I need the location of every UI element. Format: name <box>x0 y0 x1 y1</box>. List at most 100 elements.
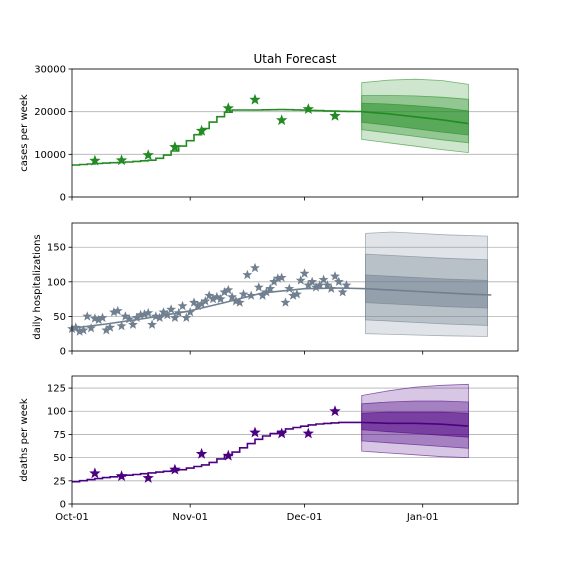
observed-point <box>238 289 249 299</box>
y-tick-label: 75 <box>53 430 66 441</box>
observed-point <box>261 287 272 297</box>
observed-point <box>177 300 188 311</box>
forecast-band-50 <box>361 411 469 438</box>
observed-point <box>105 322 116 332</box>
observed-point <box>276 427 288 439</box>
panel-2: 0 50 100 150 daily hospitalizations <box>32 222 519 358</box>
observed-point <box>143 307 154 318</box>
y-tick-label: 0 <box>60 193 66 204</box>
observed-point <box>142 472 154 483</box>
observed-point <box>93 314 104 325</box>
axes-frame <box>71 68 519 198</box>
observed-point <box>223 284 234 295</box>
observed-point <box>135 309 146 320</box>
x-tick-label: Dec-01 <box>287 512 323 523</box>
observed-point <box>322 280 333 290</box>
forecast-median-line <box>361 421 469 427</box>
observed-point <box>101 325 112 335</box>
observed-point <box>82 311 93 321</box>
figure-title: Utah Forecast <box>253 52 336 66</box>
axes-frame <box>71 375 519 505</box>
observed-point <box>128 319 138 329</box>
observed-point <box>189 297 199 307</box>
observed-point <box>142 149 154 160</box>
observed-point <box>70 322 81 332</box>
forecast-median-line <box>361 110 469 125</box>
observed-point <box>307 276 318 286</box>
y-tick-label: 125 <box>47 384 66 395</box>
observed-point <box>272 273 283 283</box>
y-tick-label: 150 <box>47 243 66 254</box>
y-axis-label: cases per week <box>19 94 30 172</box>
y-tick-label: 10000 <box>34 150 66 161</box>
forecast-median-line <box>365 287 492 296</box>
observed-point <box>208 293 218 304</box>
observed-point <box>195 124 208 136</box>
observed-point <box>269 276 279 286</box>
observed-point <box>112 305 123 316</box>
observed-point <box>131 312 142 322</box>
observed-point <box>195 447 208 459</box>
observed-point <box>222 449 234 461</box>
observed-point <box>314 280 325 290</box>
observed-point <box>249 426 261 438</box>
observed-point <box>89 154 101 166</box>
x-tick-label: Jan-01 <box>406 512 439 523</box>
observed-point <box>329 109 341 121</box>
forecast-band-50 <box>361 102 469 136</box>
observed-point <box>302 103 314 114</box>
observed-point <box>139 309 150 319</box>
observed-point <box>329 405 341 417</box>
observed-point <box>250 262 260 273</box>
observed-point <box>292 289 302 299</box>
observed-point <box>265 283 276 293</box>
fit-line <box>71 287 366 329</box>
observed-point <box>284 283 295 293</box>
observed-point <box>337 287 348 297</box>
observed-point <box>222 102 234 114</box>
observed-point <box>211 291 222 302</box>
observed-point <box>299 268 310 278</box>
observed-point <box>89 467 101 479</box>
observed-point <box>169 463 181 475</box>
observed-point <box>330 271 340 281</box>
observed-point <box>333 276 344 286</box>
observed-point <box>295 275 306 285</box>
observed-point <box>169 141 181 152</box>
fit-line <box>72 108 363 166</box>
observed-point <box>280 297 291 307</box>
observed-point <box>74 326 85 336</box>
observed-point <box>227 291 237 302</box>
observed-point <box>158 307 169 317</box>
observed-point <box>318 274 329 284</box>
y-axis-label: deaths per week <box>19 398 30 482</box>
observed-point <box>185 307 196 317</box>
observed-point <box>124 314 135 324</box>
x-tick-label: Nov-01 <box>172 512 208 523</box>
observed-point <box>249 93 261 105</box>
observed-point <box>115 470 128 481</box>
observed-point <box>204 290 215 300</box>
observed-point <box>181 312 192 322</box>
observed-point <box>147 319 157 329</box>
observed-point <box>89 313 100 323</box>
y-tick-label: 30000 <box>34 65 66 76</box>
axes-frame <box>71 222 519 352</box>
y-tick-label: 25 <box>53 476 66 487</box>
y-tick-label: 0 <box>60 347 66 358</box>
observed-point <box>154 312 165 322</box>
observed-point <box>116 320 127 331</box>
observed-point <box>97 312 108 322</box>
observed-point <box>170 312 180 322</box>
fit-line <box>72 421 362 483</box>
observed-point <box>86 323 96 333</box>
observed-point <box>219 287 230 297</box>
y-tick-label: 50 <box>53 312 66 323</box>
panel-3: 0 25 50 75 100 125 Oct-01 Nov-01 Dec-01 Jan-01 dea… <box>19 375 519 523</box>
y-tick-label: 100 <box>47 277 66 288</box>
y-tick-label: 20000 <box>34 107 66 118</box>
observed-point <box>246 290 257 300</box>
x-tick-label: Oct-01 <box>55 512 89 523</box>
observed-point <box>257 290 268 300</box>
